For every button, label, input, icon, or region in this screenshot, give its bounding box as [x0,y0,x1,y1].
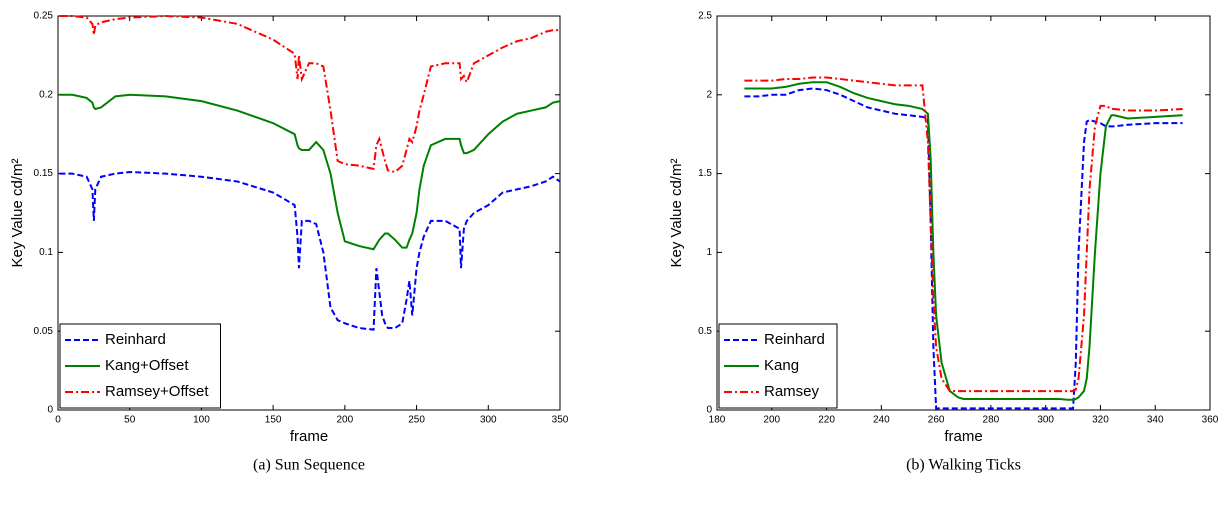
y-tick-label: 0.1 [39,247,53,258]
data-line [744,76,1183,393]
x-tick-label: 360 [1202,415,1219,426]
x-tick-label: 150 [265,415,282,426]
x-tick-label: 0 [55,415,61,426]
x-axis-label: frame [944,428,982,445]
y-tick-label: 0.2 [39,89,53,100]
x-tick-label: 240 [873,415,890,426]
y-tick-label: 1.5 [698,168,712,179]
legend-label: Ramsey [764,383,820,400]
data-line [744,81,1183,401]
y-tick-label: 2.5 [698,11,712,22]
x-tick-label: 100 [193,415,210,426]
x-tick-label: 200 [763,415,780,426]
x-tick-label: 260 [928,415,945,426]
y-tick-label: 0.25 [34,11,54,22]
data-line [59,93,561,251]
y-tick-label: 0.05 [34,326,54,337]
x-tick-label: 320 [1092,415,1109,426]
legend-label: Reinhard [105,331,166,348]
x-axis-label: frame [290,428,328,445]
legend-label: Reinhard [764,331,825,348]
y-tick-label: 0.5 [698,326,712,337]
y-axis-label: Key Value cd/m² [668,159,685,268]
x-tick-label: 300 [1037,415,1054,426]
x-tick-label: 180 [709,415,726,426]
x-tick-label: 250 [408,415,425,426]
legend [59,323,221,409]
caption: (a) Sun Sequence [253,457,365,474]
x-tick-label: 280 [983,415,1000,426]
y-tick-label: 0 [706,405,712,416]
y-tick-label: 2 [706,89,712,100]
legend-label: Kang [764,357,799,374]
y-tick-label: 0 [47,405,53,416]
legend-label: Kang+Offset [105,357,189,374]
x-tick-label: 300 [480,415,497,426]
data-line [59,14,560,174]
x-tick-label: 340 [1147,415,1164,426]
x-tick-label: 350 [552,415,569,426]
y-tick-label: 1 [706,247,712,258]
caption: (b) Walking Ticks [906,457,1021,474]
x-tick-label: 220 [818,415,835,426]
y-tick-label: 0.15 [34,168,54,179]
y-axis-label: Key Value cd/m² [9,159,26,268]
x-tick-label: 50 [124,415,136,426]
x-tick-label: 200 [337,415,354,426]
data-line [59,171,561,331]
legend-label: Ramsey+Offset [105,383,209,400]
